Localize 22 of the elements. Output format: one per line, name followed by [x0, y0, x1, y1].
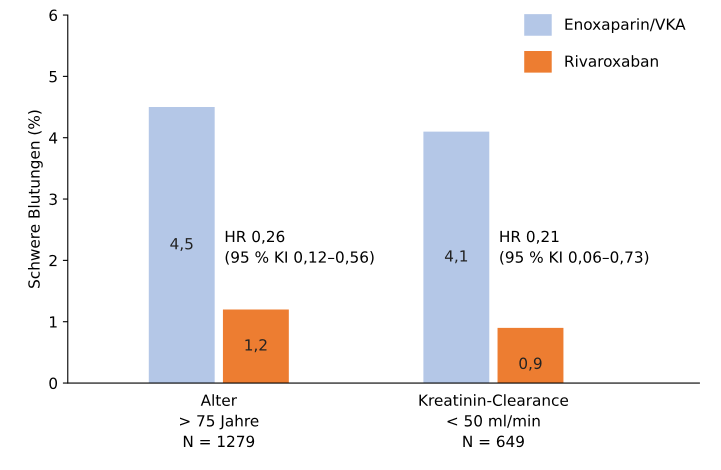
y-tick-label: 1 — [50, 316, 57, 328]
legend-label: Rivaroxaban — [565, 55, 658, 67]
data-label: 0,9 — [519, 358, 542, 371]
annotation: HR 0,21 (95 % KI 0,06–0,73) — [500, 230, 648, 265]
bar — [148, 107, 215, 384]
y-tick-label: 6 — [49, 10, 58, 22]
y-tick-label: 2 — [49, 254, 57, 266]
x-tick-label: Kreatinin-Clearance < 50 ml/min N = 649 — [419, 394, 568, 448]
data-label: 4,5 — [170, 238, 193, 252]
y-tick-label: 5 — [50, 71, 57, 82]
y-tick-label: 0 — [49, 378, 58, 390]
data-label: 4,1 — [444, 250, 468, 264]
bar — [423, 132, 490, 384]
bar — [222, 309, 289, 384]
y-tick-label: 4 — [49, 132, 58, 144]
data-label: 1,2 — [245, 339, 266, 352]
legend-label: Enoxaparin/VKA — [565, 18, 686, 33]
bar — [498, 328, 564, 384]
y-tick-label: 3 — [49, 194, 57, 206]
x-tick-label: Alter > 75 Jahre N = 1279 — [180, 394, 258, 448]
y-axis-title: Schwere Blutungen (%) — [28, 110, 43, 288]
annotation: HR 0,26 (95 % KI 0,12–0,56) — [226, 230, 374, 265]
